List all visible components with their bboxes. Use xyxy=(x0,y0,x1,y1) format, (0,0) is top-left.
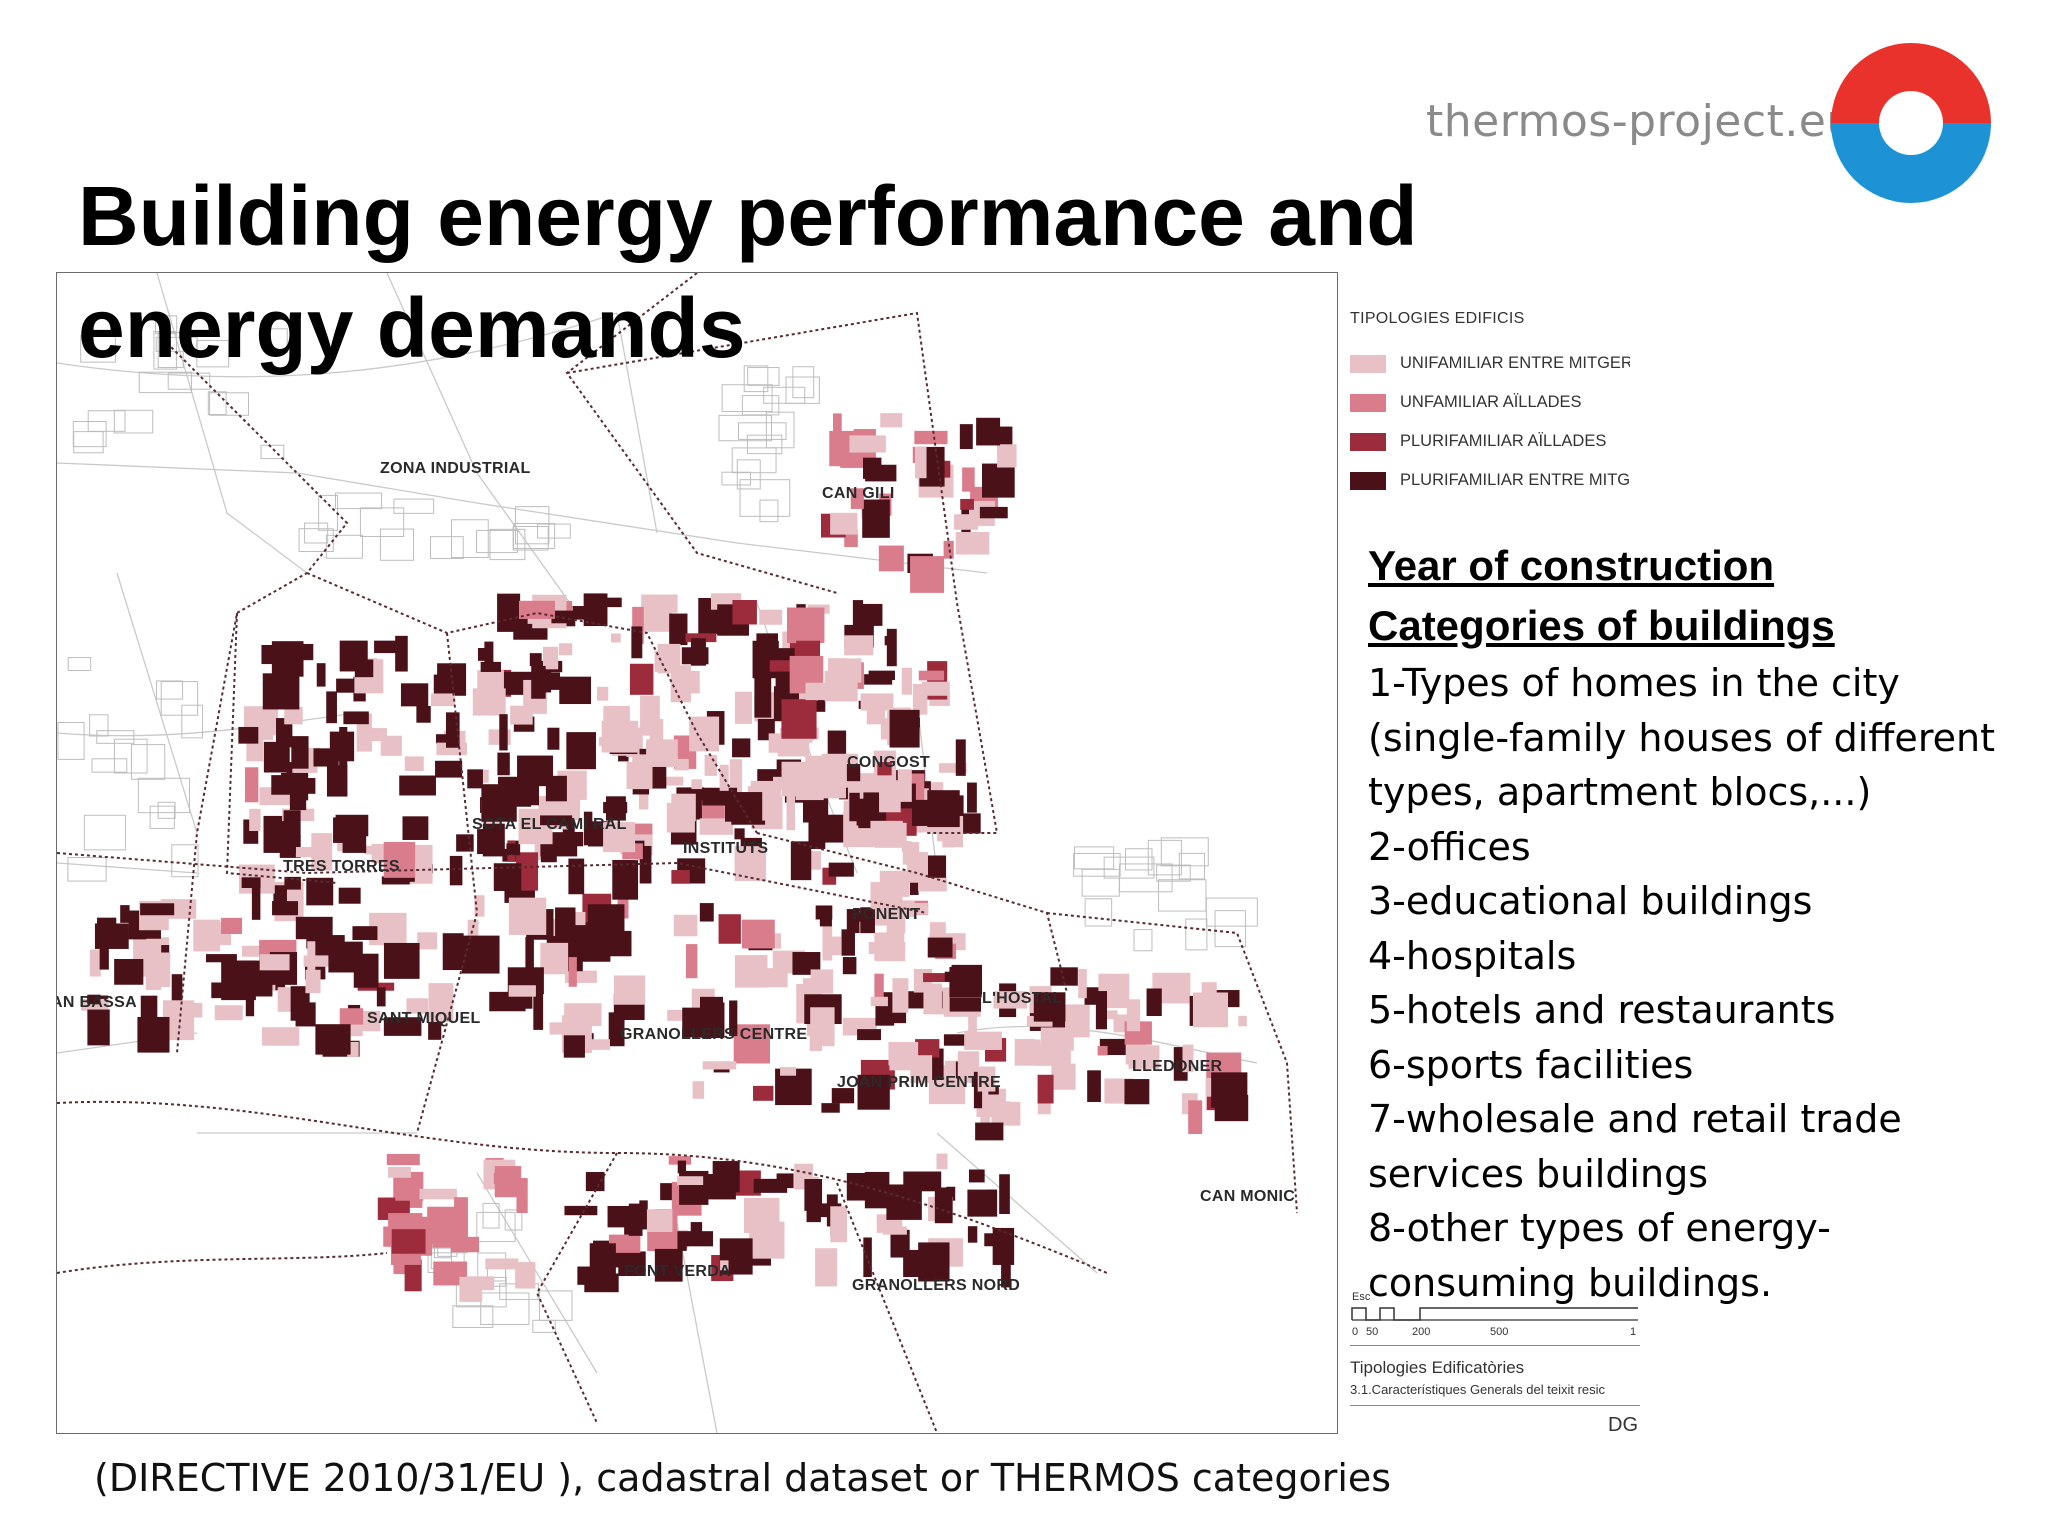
sheet-subtitle: 3.1.Característiques Generals del teixit… xyxy=(1350,1382,1606,1397)
district-label: SOTA EL CAMÍ RAL xyxy=(472,814,627,833)
legend-item: UNFAMILIAR AÏLLADES xyxy=(1350,383,1640,422)
legend-swatch xyxy=(1350,354,1386,373)
street-network xyxy=(57,273,1258,1433)
legend-label: UNIFAMILIAR ENTRE MITGERI xyxy=(1400,354,1630,372)
scale-bar: Esc 0 50 200 500 1 xyxy=(1351,1291,1638,1338)
title-line-2: energy demands xyxy=(78,281,746,375)
list-item: 7-wholesale and retail trade xyxy=(1368,1097,1902,1141)
district-label: CAN MONIC xyxy=(1200,1188,1295,1205)
district-label: INSTITUTS xyxy=(683,840,768,857)
legend-item: PLURIFAMILIAR AÏLLADES xyxy=(1350,422,1640,461)
legend-label: PLURIFAMILIAR ENTRE MITGE xyxy=(1400,471,1630,489)
scale-tick: 500 xyxy=(1490,1326,1508,1338)
scale-tick: 0 xyxy=(1352,1326,1358,1338)
district-label: ZONA INDUSTRIAL xyxy=(380,460,531,477)
district-map[interactable]: ZONA INDUSTRIAL CAN GILI CONGOST SOTA EL… xyxy=(56,272,1338,1434)
list-item: 1-Types of homes in the city xyxy=(1368,661,1900,705)
district-label: LLEDONER xyxy=(1132,1058,1223,1075)
list-item: 6-sports facilities xyxy=(1368,1042,1694,1087)
district-boundaries xyxy=(57,273,1298,1433)
divider xyxy=(1350,1405,1640,1406)
district-label: CAN GILI xyxy=(822,485,895,502)
legend-swatch xyxy=(1350,393,1386,412)
building-categories: Year of construction Categories of build… xyxy=(1368,536,2048,1310)
map-legend: TIPOLOGIES EDIFICIS UNIFAMILIAR ENTRE MI… xyxy=(1350,310,1640,500)
list-item: (single-family houses of different xyxy=(1368,715,1995,760)
list-item: consuming buildings. xyxy=(1368,1260,1773,1305)
district-label: GRANOLLERS CENTRE xyxy=(620,1026,807,1043)
district-label: JOAN PRIM CENTRE xyxy=(837,1074,1001,1091)
list-item: 3-educational buildings xyxy=(1368,879,1813,923)
sheet-title: Tipologies Edificatòries xyxy=(1350,1358,1525,1377)
categories-heading: Categories of buildings xyxy=(1368,602,1835,649)
title-line-1: Building energy performance and xyxy=(78,169,1418,263)
sheet-code: DG xyxy=(1608,1414,1638,1436)
district-labels: ZONA INDUSTRIAL CAN GILI CONGOST SOTA EL… xyxy=(57,460,1295,1294)
scale-tick: 200 xyxy=(1412,1326,1430,1338)
scale-tick: 50 xyxy=(1366,1326,1378,1338)
year-heading: Year of construction xyxy=(1368,542,1775,589)
district-label: AN BASSA xyxy=(57,994,137,1011)
district-label: PONENT xyxy=(852,906,920,923)
scale-tick: 1 xyxy=(1630,1326,1636,1338)
scale-label: Esc xyxy=(1352,1291,1371,1303)
district-label: CONGOST xyxy=(847,754,930,771)
district-label: SANT MIQUEL xyxy=(367,1010,481,1027)
brand-url[interactable]: thermos-project.eu xyxy=(1426,96,1855,147)
page-title: Building energy performance and energy d… xyxy=(78,160,1578,384)
legend-title: TIPOLOGIES EDIFICIS xyxy=(1350,310,1525,327)
district-label: TRES TORRES xyxy=(283,858,400,875)
legend-item: UNIFAMILIAR ENTRE MITGERI xyxy=(1350,344,1640,383)
list-item: 5-hotels and restaurants xyxy=(1368,988,1836,1032)
directive-footnote: (DIRECTIVE 2010/31/EU ), cadastral datas… xyxy=(94,1456,1392,1500)
legend-swatch xyxy=(1350,432,1386,451)
list-item: 4-hospitals xyxy=(1368,933,1577,978)
district-label: FONT VERDA xyxy=(624,1263,731,1280)
category-list: 1-Types of homes in the city (single-fam… xyxy=(1368,656,2048,1310)
legend-item: PLURIFAMILIAR ENTRE MITGE xyxy=(1350,461,1640,500)
list-item: services buildings xyxy=(1368,1151,1708,1196)
legend-swatch xyxy=(1350,471,1386,490)
building-blocks xyxy=(81,413,1249,1302)
district-label: L'HOSTAL xyxy=(982,990,1063,1007)
list-item: types, apartment blocs,...) xyxy=(1368,770,1872,814)
district-label: GRANOLLERS NORD xyxy=(852,1277,1020,1294)
list-item: 8-other types of energy- xyxy=(1368,1206,1831,1250)
legend-label: PLURIFAMILIAR AÏLLADES xyxy=(1400,432,1607,450)
thermos-logo-icon xyxy=(1831,43,1991,203)
map-canvas: ZONA INDUSTRIAL CAN GILI CONGOST SOTA EL… xyxy=(57,273,1298,1433)
list-item: 2-offices xyxy=(1368,824,1531,869)
map-sheet-footer: Tipologies Edificatòries 3.1.Característ… xyxy=(1350,1345,1640,1437)
legend-label: UNFAMILIAR AÏLLADES xyxy=(1400,393,1582,411)
